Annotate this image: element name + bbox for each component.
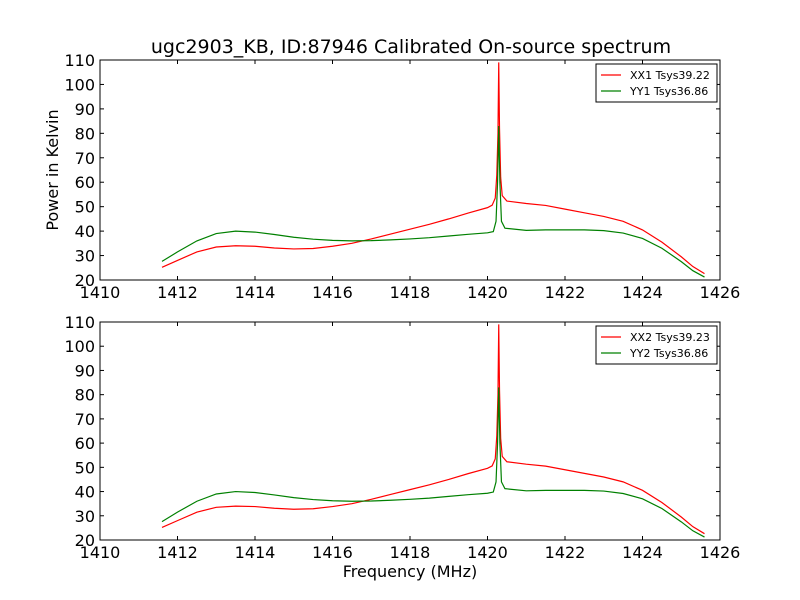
y-tick-label: 40 [75, 483, 95, 502]
x-tick-label: 1414 [235, 283, 276, 302]
subplot-2: 1410 1412 1414 1416 1418 1420 1422 1424 1426 20 30… [64, 313, 740, 581]
series-line-xx2 [161, 324, 705, 535]
y-tick-label: 20 [75, 531, 95, 550]
legend-label: XX1 Tsys39.22 [630, 69, 710, 82]
x-tick-label: 1410 [80, 283, 121, 302]
x-tick-label: 1418 [390, 543, 431, 562]
legend-label: YY2 Tsys36.86 [629, 347, 708, 360]
x-tick-label: 1416 [312, 543, 353, 562]
series-line-xx1 [161, 62, 705, 275]
series-line-yy2 [161, 387, 705, 538]
y-tick-label: 30 [75, 507, 95, 526]
y-tick-label: 80 [75, 386, 95, 405]
legend-label: YY1 Tsys36.86 [629, 85, 708, 98]
y-tick-label: 50 [75, 458, 95, 477]
y-tick-label: 50 [75, 198, 95, 217]
x-tick-label: 1424 [622, 283, 663, 302]
legend-box [595, 325, 718, 365]
x-tick-label: 1412 [157, 543, 198, 562]
y-axis-label: Power in Kelvin [43, 109, 62, 230]
x-tick-label: 1424 [622, 543, 663, 562]
y-tick-label: 40 [75, 222, 95, 241]
x-tick-label: 1416 [312, 283, 353, 302]
subplot-1: 1410 1412 1414 1416 1418 1420 1422 1424 1426 20 30… [43, 51, 740, 302]
y-tick-label: 90 [75, 100, 95, 119]
legend-box [595, 63, 718, 103]
legend: XX2 Tsys39.23 YY2 Tsys36.86 [595, 325, 718, 365]
x-tick-label: 1426 [700, 543, 741, 562]
y-tick-label: 110 [64, 51, 95, 70]
y-tick-label: 90 [75, 361, 95, 380]
x-tick-label: 1410 [80, 543, 121, 562]
y-tick-label: 110 [64, 313, 95, 332]
y-tick-label: 60 [75, 434, 95, 453]
legend-label: XX2 Tsys39.23 [630, 331, 710, 344]
y-tick-label: 30 [75, 247, 95, 266]
y-tick-label: 100 [64, 75, 95, 94]
x-axis-label: Frequency (MHz) [343, 562, 477, 581]
x-tick-label: 1412 [157, 283, 198, 302]
x-tick-label: 1426 [700, 283, 741, 302]
y-tick-label: 70 [75, 149, 95, 168]
subplots: 1410 1412 1414 1416 1418 1420 1422 1424 1426 20 30… [43, 51, 740, 581]
x-tick-label: 1422 [545, 283, 586, 302]
y-tick-label: 80 [75, 124, 95, 143]
series-line-yy1 [161, 125, 705, 278]
x-tick-label: 1422 [545, 543, 586, 562]
legend: XX1 Tsys39.22 YY1 Tsys36.86 [595, 63, 718, 103]
x-tick-label: 1414 [235, 543, 276, 562]
figure-title: ugc2903_KB, ID:87946 Calibrated On-sourc… [151, 36, 671, 58]
x-tick-label: 1420 [467, 283, 508, 302]
y-tick-label: 60 [75, 173, 95, 192]
y-tick-label: 20 [75, 271, 95, 290]
y-tick-label: 100 [64, 337, 95, 356]
y-tick-label: 70 [75, 410, 95, 429]
x-tick-label: 1420 [467, 543, 508, 562]
x-tick-label: 1418 [390, 283, 431, 302]
